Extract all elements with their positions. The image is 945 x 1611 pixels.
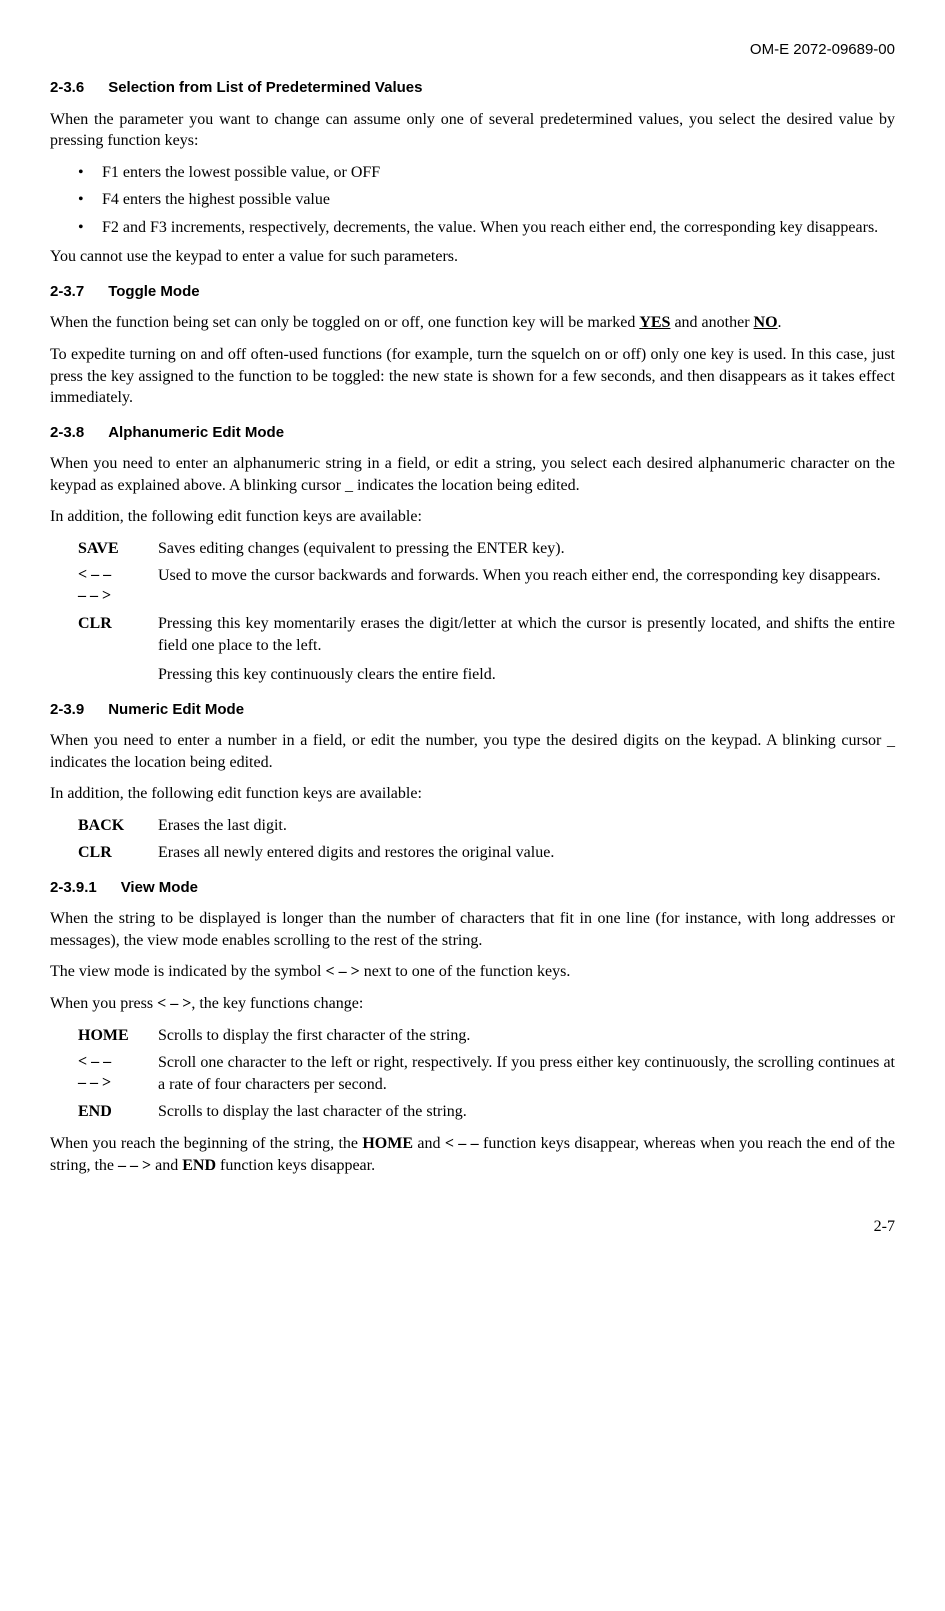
definition-row-arrows: < – – – – > Used to move the cursor back… [78, 565, 895, 607]
paragraph: In addition, the following edit function… [50, 783, 895, 805]
end-label: END [182, 1157, 216, 1174]
key-description: Scrolls to display the last character of… [158, 1101, 895, 1123]
key-description: Scroll one character to the left or righ… [158, 1052, 895, 1095]
key-label-clr: CLR [78, 842, 158, 864]
section-number: 2-3.9.1 [50, 878, 97, 898]
symbol-view-mode: < – > [326, 963, 360, 980]
key-label-back: BACK [78, 815, 158, 837]
home-label: HOME [362, 1135, 413, 1152]
paragraph: When you reach the beginning of the stri… [50, 1133, 895, 1176]
key-label-clr: CLR [78, 613, 158, 686]
section-number: 2-3.9 [50, 700, 84, 720]
yes-label: YES [639, 314, 670, 331]
key-description: Used to move the cursor backwards and fo… [158, 565, 895, 607]
text: When you reach the beginning of the stri… [50, 1135, 362, 1152]
key-label-arrows: < – – – – > [78, 1052, 158, 1095]
section-number: 2-3.6 [50, 78, 84, 98]
symbol-view-mode: < – > [157, 995, 191, 1012]
section-heading-2-3-6: 2-3.6 Selection from List of Predetermine… [50, 78, 895, 98]
section-title: Toggle Mode [108, 283, 199, 300]
key-description: Scrolls to display the first character o… [158, 1025, 895, 1047]
paragraph: To expedite turning on and off often-use… [50, 344, 895, 409]
text: The view mode is indicated by the symbol [50, 963, 326, 980]
definition-row-arrows: < – – – – > Scroll one character to the … [78, 1052, 895, 1095]
text: , the key functions change: [191, 995, 363, 1012]
definition-row-back: BACK Erases the last digit. [78, 815, 895, 837]
paragraph: When the string to be displayed is longe… [50, 908, 895, 951]
text: Pressing this key continuously clears th… [158, 664, 895, 686]
no-label: NO [754, 314, 778, 331]
document-id: OM-E 2072-09689-00 [50, 40, 895, 60]
paragraph: When the function being set can only be … [50, 312, 895, 334]
key-label-save: SAVE [78, 538, 158, 560]
definition-list: SAVE Saves editing changes (equivalent t… [78, 538, 895, 686]
paragraph: When the parameter you want to change ca… [50, 109, 895, 152]
text: and another [670, 314, 753, 331]
arrow-left-label: < – – [78, 565, 148, 586]
text: When you press [50, 995, 157, 1012]
paragraph: When you need to enter a number in a fie… [50, 730, 895, 773]
key-label-end: END [78, 1101, 158, 1123]
definition-row-clr: CLR Erases all newly entered digits and … [78, 842, 895, 864]
section-heading-2-3-7: 2-3.7 Toggle Mode [50, 282, 895, 302]
section-heading-2-3-9-1: 2-3.9.1 View Mode [50, 878, 895, 898]
key-description: Saves editing changes (equivalent to pre… [158, 538, 895, 560]
key-description: Erases the last digit. [158, 815, 895, 837]
paragraph: In addition, the following edit function… [50, 506, 895, 528]
section-heading-2-3-8: 2-3.8 Alphanumeric Edit Mode [50, 423, 895, 443]
definition-list: BACK Erases the last digit. CLR Erases a… [78, 815, 895, 864]
arrow-right-label: – – > [78, 1073, 148, 1094]
section-heading-2-3-9: 2-3.9 Numeric Edit Mode [50, 700, 895, 720]
definition-row-clr: CLR Pressing this key momentarily erases… [78, 613, 895, 686]
section-number: 2-3.7 [50, 282, 84, 302]
list-item: F2 and F3 increments, respectively, decr… [78, 217, 895, 239]
definition-row-home: HOME Scrolls to display the first charac… [78, 1025, 895, 1047]
section-title: Alphanumeric Edit Mode [108, 424, 284, 441]
text: . [778, 314, 782, 331]
list-item: F4 enters the highest possible value [78, 189, 895, 211]
section-title: Numeric Edit Mode [108, 701, 244, 718]
text: Pressing this key momentarily erases the… [158, 613, 895, 656]
section-number: 2-3.8 [50, 423, 84, 443]
text: When the function being set can only be … [50, 314, 639, 331]
definition-row-end: END Scrolls to display the last characte… [78, 1101, 895, 1123]
text: function keys disappear. [216, 1157, 375, 1174]
section-title: Selection from List of Predetermined Val… [108, 79, 422, 96]
key-description: Erases all newly entered digits and rest… [158, 842, 895, 864]
text: and [151, 1157, 182, 1174]
text: and [413, 1135, 445, 1152]
text: next to one of the function keys. [360, 963, 571, 980]
key-label-home: HOME [78, 1025, 158, 1047]
paragraph: You cannot use the keypad to enter a val… [50, 246, 895, 268]
definition-row-save: SAVE Saves editing changes (equivalent t… [78, 538, 895, 560]
paragraph: When you press < – >, the key functions … [50, 993, 895, 1015]
arrow-right-label: – – > [78, 586, 148, 607]
section-title: View Mode [121, 879, 198, 896]
arrow-right-label: – – > [118, 1157, 151, 1174]
definition-list: HOME Scrolls to display the first charac… [78, 1025, 895, 1123]
paragraph: The view mode is indicated by the symbol… [50, 961, 895, 983]
key-description: Pressing this key momentarily erases the… [158, 613, 895, 686]
page-number: 2-7 [50, 1216, 895, 1238]
arrow-left-label: < – – [78, 1052, 148, 1073]
paragraph: When you need to enter an alphanumeric s… [50, 453, 895, 496]
arrow-left-label: < – – [445, 1135, 479, 1152]
list-item: F1 enters the lowest possible value, or … [78, 162, 895, 184]
key-label-arrows: < – – – – > [78, 565, 158, 607]
bullet-list: F1 enters the lowest possible value, or … [78, 162, 895, 239]
